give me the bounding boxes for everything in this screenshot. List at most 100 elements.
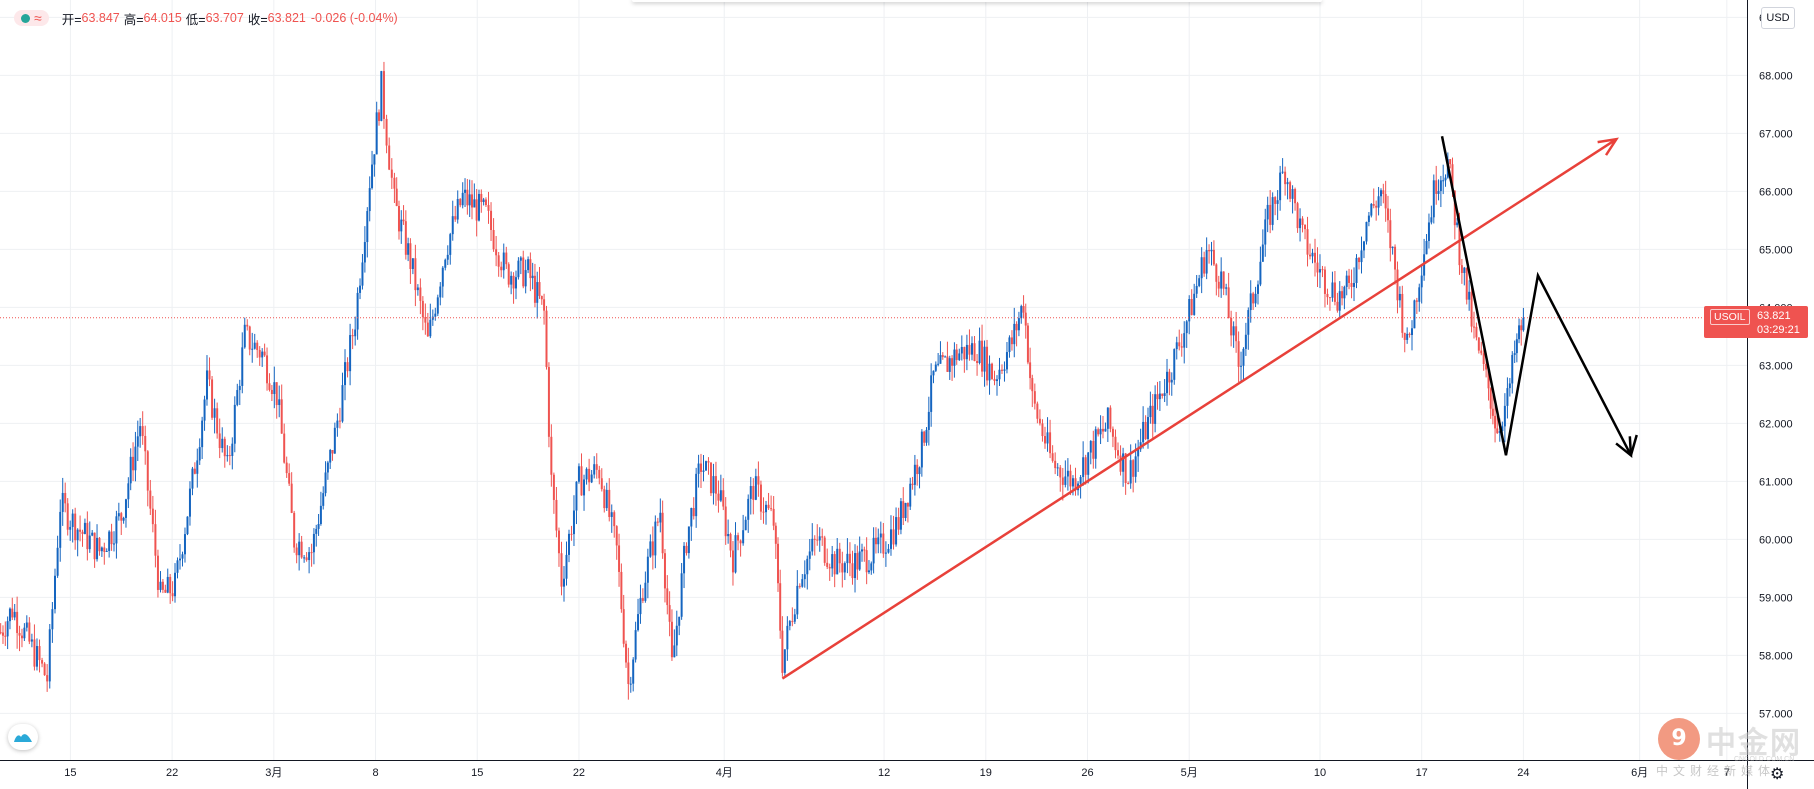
candle-up [436,297,439,314]
candle-down [218,433,221,449]
candle-up [1106,407,1109,429]
candle-up [482,199,485,203]
candle-down [1309,254,1312,257]
tradingview-logo-icon[interactable] [8,724,38,750]
candle-down [81,531,84,534]
candle-down [816,539,819,541]
candle-down [1033,391,1036,404]
candle-down [1323,269,1326,294]
candle-up [524,270,527,287]
settings-gear-icon[interactable]: ⚙ [1770,766,1785,783]
candle-down [1097,429,1100,435]
candle-up [333,427,336,454]
candle-up [174,572,177,597]
candle-up [1353,283,1356,287]
time-tick-label: 6月 [1631,767,1648,779]
candle-down [1252,293,1255,304]
candle-up [354,329,357,337]
candle-up [188,488,191,517]
candle-down [545,310,548,368]
candle-up [639,598,642,615]
series-toggle[interactable]: ≈ [14,10,49,26]
candle-down [625,643,628,663]
candle-down [851,563,854,579]
candle-down [1059,467,1062,478]
candle-down [570,533,573,535]
candles [0,61,1525,700]
candle-down [1358,257,1361,263]
candle-down [897,517,900,530]
candle-down [1321,269,1324,271]
candle-up [1355,257,1358,284]
candle-down [882,533,885,554]
candle-up [909,483,912,507]
candle-up [159,581,162,590]
candle-up [1003,369,1006,371]
candle-down [507,264,510,285]
candle-down [497,255,500,267]
candle-down [865,550,868,573]
candle-down [1235,326,1238,342]
candle-up [889,529,892,549]
candle-down [246,324,249,327]
candle-up [1513,353,1516,355]
candle-down [666,588,669,606]
candle-up [1468,291,1471,300]
candle-up [1430,217,1433,223]
candle-down [28,622,31,642]
candle-up [590,474,593,483]
candle-down [1415,300,1418,302]
candle-down [941,355,944,358]
candle-up [429,319,432,337]
projection-arrow-tail [1629,434,1638,456]
candle-up [649,541,652,557]
candle-down [256,342,259,351]
candle-down [1313,252,1316,263]
candle-up [1318,269,1321,273]
bar-countdown: 03:29:21 [1757,324,1800,336]
watermark-name: 中金网 [1706,726,1802,761]
candle-up [860,549,863,552]
candle-down [946,356,949,372]
candle-down [471,194,474,208]
candle-up [278,399,281,406]
candle-down [1029,362,1032,379]
candle-up [183,534,186,555]
time-tick-label: 17 [1416,767,1428,779]
candle-down [1119,455,1122,472]
candle-down [1092,441,1095,459]
candle-up [444,259,447,268]
chart-style-icon[interactable]: ≈ [34,10,42,26]
candle-up [593,464,596,475]
candle-down [295,547,298,556]
candle-up [1264,219,1267,245]
candle-up [970,343,973,355]
candle-down [1485,364,1488,370]
watermark-logo-icon: 9 [1658,718,1700,760]
candle-up [879,533,882,538]
candle-up [1338,291,1341,311]
candle-down [74,513,77,541]
candle-down [1156,394,1159,400]
candle-up [53,575,56,610]
candle-up [887,548,890,553]
candle-up [56,547,59,576]
candle-down [1301,218,1304,225]
candle-down [1274,197,1277,204]
candle-down [856,553,859,570]
candle-down [484,199,487,206]
currency-button[interactable]: USD [1761,7,1795,29]
candle-down [1043,436,1046,444]
visibility-dot-icon[interactable] [21,13,30,23]
candle-down [487,205,490,211]
candle-down [955,349,958,360]
candle-up [742,530,745,544]
candle-up [978,340,981,363]
candle-up [517,260,520,278]
candle-up [1094,429,1097,459]
candle-down [1237,341,1240,367]
candle-up [575,481,578,511]
candle-down [1101,428,1104,432]
candle-down [707,461,710,463]
